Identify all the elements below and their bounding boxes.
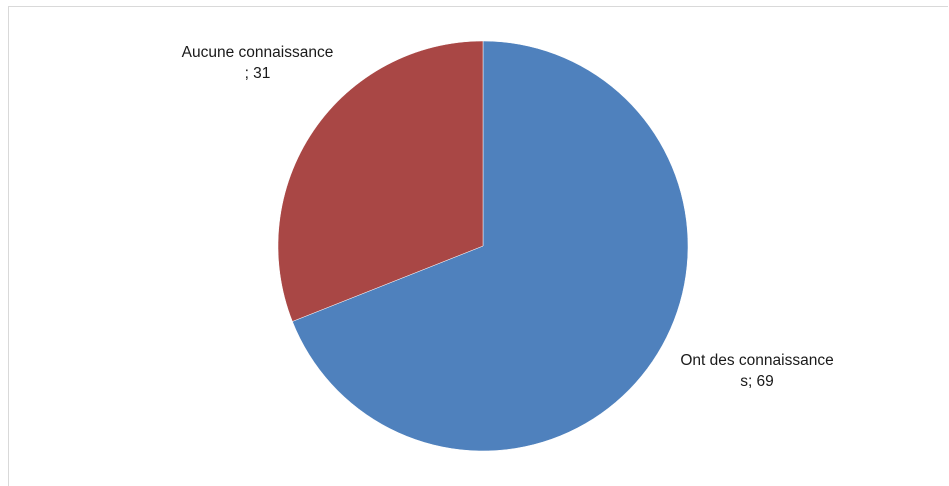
pie-slice-aucune-connaissance [277,40,484,322]
data-label-aucune-connaissance: Aucune connaissance ; 31 [155,42,360,84]
data-label-line: Ont des connaissance [680,352,834,369]
data-label-ont-des-connaissances: Ont des connaissance s; 69 [654,350,860,392]
pie-slice-ont-des-connaissances [292,40,689,452]
data-label-line: s; 69 [740,373,774,390]
data-label-line: ; 31 [244,65,271,82]
data-label-line: Aucune connaissance [181,44,334,61]
chart-area [8,6,948,486]
